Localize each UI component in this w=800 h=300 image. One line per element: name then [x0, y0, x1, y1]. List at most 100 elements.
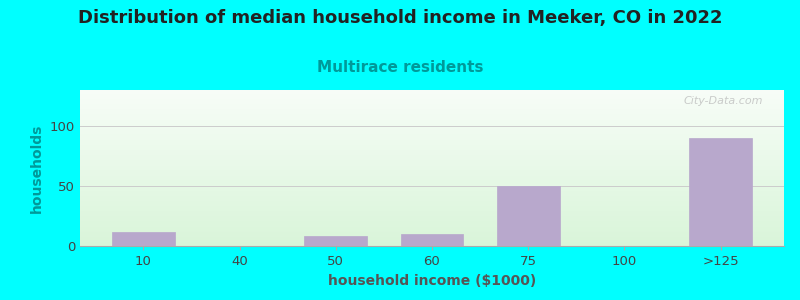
Bar — [80, 117, 784, 118]
Bar — [80, 187, 784, 188]
Bar — [80, 139, 784, 140]
Bar — [80, 199, 784, 200]
Bar — [80, 116, 784, 117]
Bar — [80, 213, 784, 214]
Bar — [80, 120, 784, 121]
Bar — [80, 219, 784, 220]
Bar — [80, 235, 784, 236]
Bar — [80, 232, 784, 233]
Bar — [80, 173, 784, 174]
Bar — [80, 226, 784, 227]
Bar — [80, 155, 784, 156]
Bar — [80, 162, 784, 163]
Bar — [80, 168, 784, 169]
Text: City-Data.com: City-Data.com — [683, 96, 763, 106]
Bar — [80, 108, 784, 109]
Bar — [80, 107, 784, 108]
Bar — [80, 177, 784, 178]
Bar — [80, 136, 784, 137]
Bar — [80, 124, 784, 125]
Bar — [80, 125, 784, 126]
Bar — [80, 191, 784, 192]
Bar — [80, 223, 784, 224]
Bar — [80, 174, 784, 175]
Bar — [80, 131, 784, 132]
Bar — [80, 94, 784, 95]
Bar — [80, 180, 784, 181]
Bar — [80, 206, 784, 207]
Bar — [80, 245, 784, 246]
Bar — [80, 119, 784, 120]
Bar — [80, 186, 784, 187]
Bar — [80, 134, 784, 135]
Bar — [80, 215, 784, 216]
Bar — [80, 184, 784, 185]
Bar — [80, 111, 784, 112]
Bar — [80, 204, 784, 205]
Bar — [80, 185, 784, 186]
Bar — [80, 221, 784, 222]
Bar — [80, 231, 784, 232]
Bar — [80, 227, 784, 228]
Bar — [80, 144, 784, 145]
Bar — [80, 178, 784, 179]
Bar — [80, 195, 784, 196]
Bar — [497, 186, 559, 246]
Bar — [80, 103, 784, 104]
Bar — [80, 105, 784, 106]
Bar — [80, 224, 784, 225]
Bar — [80, 229, 784, 230]
Bar — [80, 205, 784, 206]
Bar — [80, 126, 784, 127]
Bar — [80, 171, 784, 172]
Bar — [80, 148, 784, 149]
Bar — [80, 240, 784, 241]
Bar — [80, 157, 784, 158]
Bar — [80, 167, 784, 168]
Bar — [80, 150, 784, 151]
Bar — [80, 230, 784, 231]
Bar — [80, 145, 784, 146]
Bar — [80, 133, 784, 134]
Bar — [80, 234, 784, 235]
Bar — [80, 208, 784, 209]
Bar — [80, 212, 784, 213]
Bar — [80, 170, 784, 171]
Bar — [80, 92, 784, 93]
Bar — [80, 137, 784, 138]
Bar — [80, 112, 784, 113]
Bar — [80, 118, 784, 119]
Bar — [80, 211, 784, 212]
Bar — [80, 161, 784, 162]
Bar — [80, 128, 784, 129]
Bar — [80, 93, 784, 94]
Bar — [80, 183, 784, 184]
Bar — [80, 102, 784, 103]
Bar — [690, 138, 752, 246]
Bar — [80, 236, 784, 237]
Bar — [80, 154, 784, 155]
Bar — [80, 127, 784, 128]
Bar — [80, 159, 784, 160]
Bar — [80, 163, 784, 164]
Y-axis label: households: households — [30, 123, 44, 213]
Bar — [80, 193, 784, 194]
Bar — [80, 220, 784, 221]
Bar — [80, 192, 784, 193]
Bar — [80, 121, 784, 122]
Bar — [80, 218, 784, 219]
Bar — [80, 138, 784, 139]
Bar — [80, 106, 784, 107]
Bar — [80, 142, 784, 143]
Bar — [80, 143, 784, 144]
Bar — [305, 236, 367, 246]
Bar — [80, 130, 784, 131]
Bar — [80, 225, 784, 226]
Text: Distribution of median household income in Meeker, CO in 2022: Distribution of median household income … — [78, 9, 722, 27]
Bar — [80, 146, 784, 147]
Bar — [80, 243, 784, 244]
Bar — [80, 141, 784, 142]
Bar — [80, 96, 784, 97]
Bar — [80, 242, 784, 243]
Bar — [80, 95, 784, 96]
